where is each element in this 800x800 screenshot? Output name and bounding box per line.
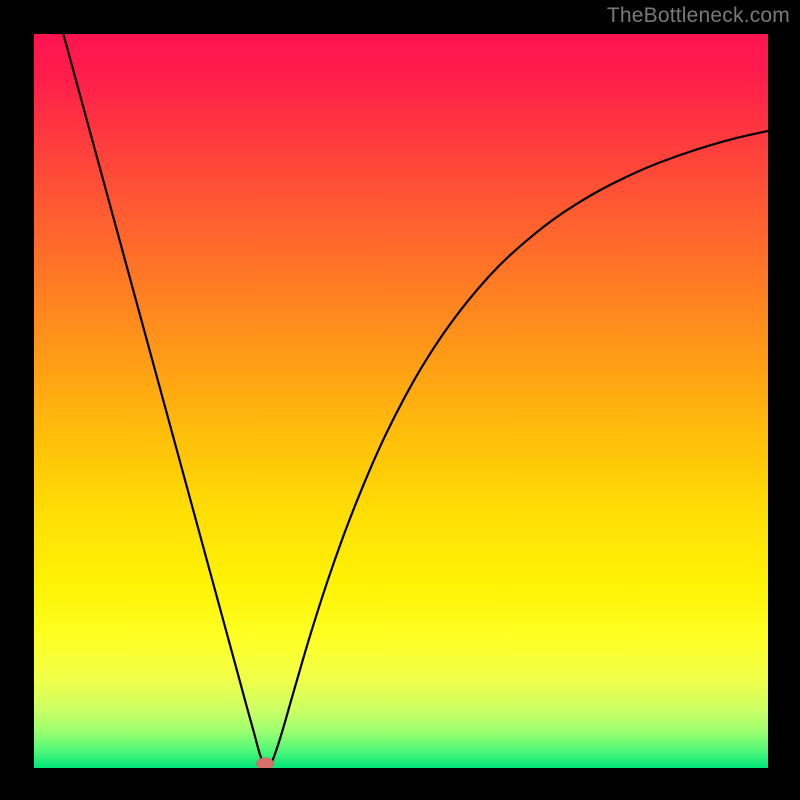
watermark-text: TheBottleneck.com (607, 4, 790, 28)
chart-frame: TheBottleneck.com (0, 0, 800, 800)
plot-area (34, 34, 768, 768)
optimal-point-marker (34, 34, 768, 768)
